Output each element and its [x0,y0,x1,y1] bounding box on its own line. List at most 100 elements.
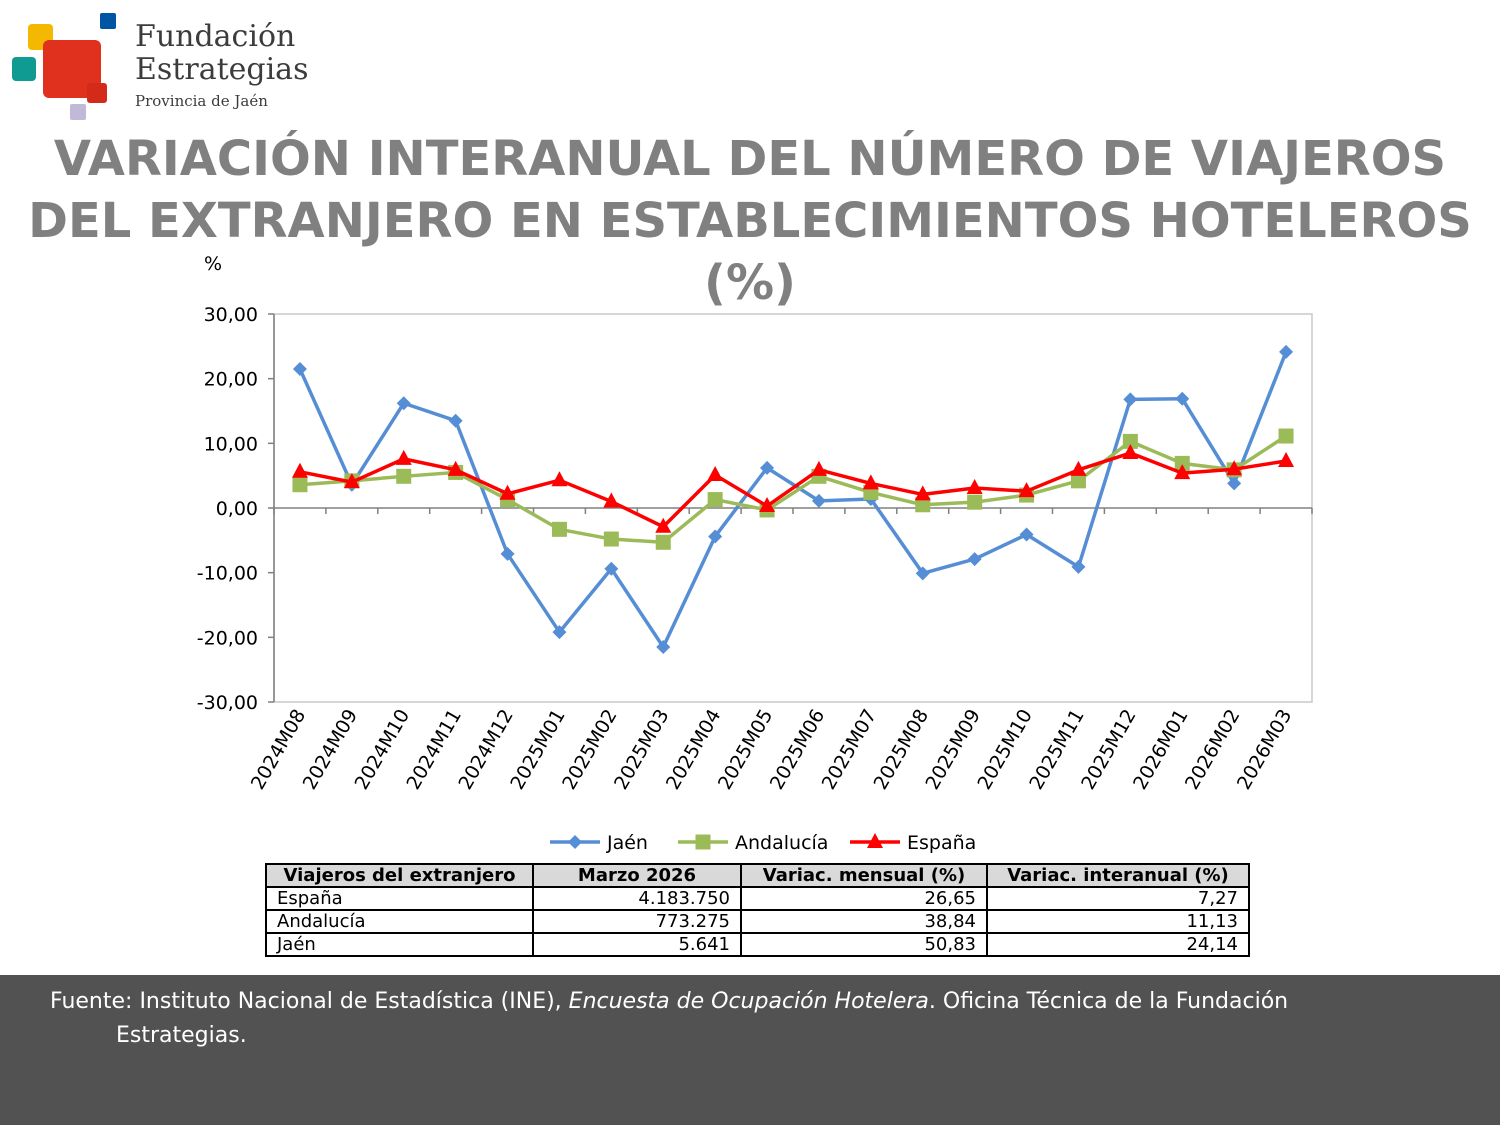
logo-square-darkred [87,83,107,103]
data-point [708,529,723,544]
data-point [1123,392,1138,407]
table-cell: 38,84 [740,909,988,934]
data-point [656,640,671,655]
data-point [1227,476,1242,491]
data-point [603,531,619,547]
table-cell: Andalucía [265,909,534,934]
legend-label: Andalucía [735,832,828,854]
table-cell: España [265,886,534,911]
data-point [811,493,826,508]
data-point [759,497,776,513]
data-point [396,396,411,411]
data-point [707,492,723,508]
source-note: Fuente: Instituto Nacional de Estadístic… [50,985,1482,1053]
series-line-0 [298,351,1288,649]
data-point [760,460,775,475]
table-cell: Jaén [265,932,534,957]
source-line2: Estrategias. [116,1023,247,1048]
y-tick-label: 0,00 [216,498,258,520]
table-header-cell: Variac. interanual (%) [986,863,1250,888]
data-point [967,494,983,510]
table-header-cell: Marzo 2026 [532,863,742,888]
table-cell: 24,14 [986,932,1250,957]
data-point [707,466,724,482]
data-point [1278,428,1294,444]
source-prefix: Fuente: Instituto Nacional de Estadístic… [50,989,569,1014]
data-point [1174,455,1190,471]
data-point [1122,444,1139,460]
data-point [292,361,307,376]
data-point [447,460,464,476]
data-point [1174,464,1191,480]
table-row: Andalucía 773.275 38,84 11,13 [265,909,1250,934]
logo-name-line2: Estrategias [135,52,309,87]
table-cell: 4.183.750 [532,886,742,911]
logo-square-red [43,40,101,98]
data-point [655,534,671,550]
series-line-2 [299,451,1287,529]
table-header-cell: Viajeros del extranjero [265,863,534,888]
data-point [1018,482,1035,498]
data-point [343,473,360,489]
logo-subtitle: Provincia de Jaén [135,92,268,110]
y-axis-label: % [204,253,222,275]
logo-square-teal [12,57,36,81]
logo-name-line1: Fundación [135,19,296,54]
data-point [551,471,568,487]
y-tick-label: -20,00 [197,627,258,649]
legend-label: España [907,832,976,854]
page-title: VARIACIÓN INTERANUAL DEL NÚMERO DE VIAJE… [28,131,1472,311]
data-point [1019,527,1034,542]
legend-marker [695,834,711,850]
source-survey-name: Encuesta de Ocupación Hotelera [568,989,929,1014]
data-point [915,497,931,513]
table-cell: 5.641 [532,932,742,957]
logo-square-lilac [70,104,86,120]
table-row: España 4.183.750 26,65 7,27 [265,886,1250,911]
data-point [1226,460,1243,476]
data-point [448,413,463,428]
data-point [604,561,619,576]
series-line-1 [299,434,1288,545]
data-point [396,468,412,484]
table-cell: 26,65 [740,886,988,911]
y-tick-label: -10,00 [197,563,258,585]
table-header-row: Viajeros del extranjero Marzo 2026 Varia… [265,863,1250,888]
y-tick-label: 10,00 [204,433,258,455]
data-point [291,462,308,478]
table-header-cell: Variac. mensual (%) [740,863,988,888]
footer-bar: Fuente: Instituto Nacional de Estadístic… [0,975,1500,1125]
data-point [1278,451,1295,467]
data-point [1070,473,1086,489]
data-point [1071,559,1086,574]
data-point [915,566,930,581]
data-point [500,546,515,561]
summary-table: Viajeros del extranjero Marzo 2026 Varia… [265,863,1250,957]
legend-marker [867,833,883,848]
table-cell: 7,27 [986,886,1250,911]
logo: Fundación Estrategias Provincia de Jaén [10,10,310,125]
table-row: Jaén 5.641 50,83 24,14 [265,932,1250,957]
legend-label: Jaén [606,832,648,854]
y-tick-label: 20,00 [204,369,258,391]
source-suffix: . Oficina Técnica de la Fundación [928,989,1289,1014]
y-tick-label: -30,00 [197,692,258,714]
data-point [395,449,412,465]
data-point [967,552,982,567]
logo-text: Fundación Estrategias Provincia de Jaén [135,20,308,110]
table-cell: 773.275 [532,909,742,934]
data-point [862,474,879,490]
legend-marker [568,835,582,849]
data-point [1070,460,1087,476]
data-point [292,477,308,493]
data-point [1279,344,1294,359]
data-point [1122,433,1138,449]
data-point [966,478,983,494]
data-point [810,460,827,476]
table-cell: 11,13 [986,909,1250,934]
data-point [655,517,672,533]
data-point [603,492,620,508]
data-point [914,485,931,501]
data-point [1175,391,1190,406]
line-chart: 30,0020,0010,000,00-10,00-20,00-30,00%20… [197,253,1313,854]
